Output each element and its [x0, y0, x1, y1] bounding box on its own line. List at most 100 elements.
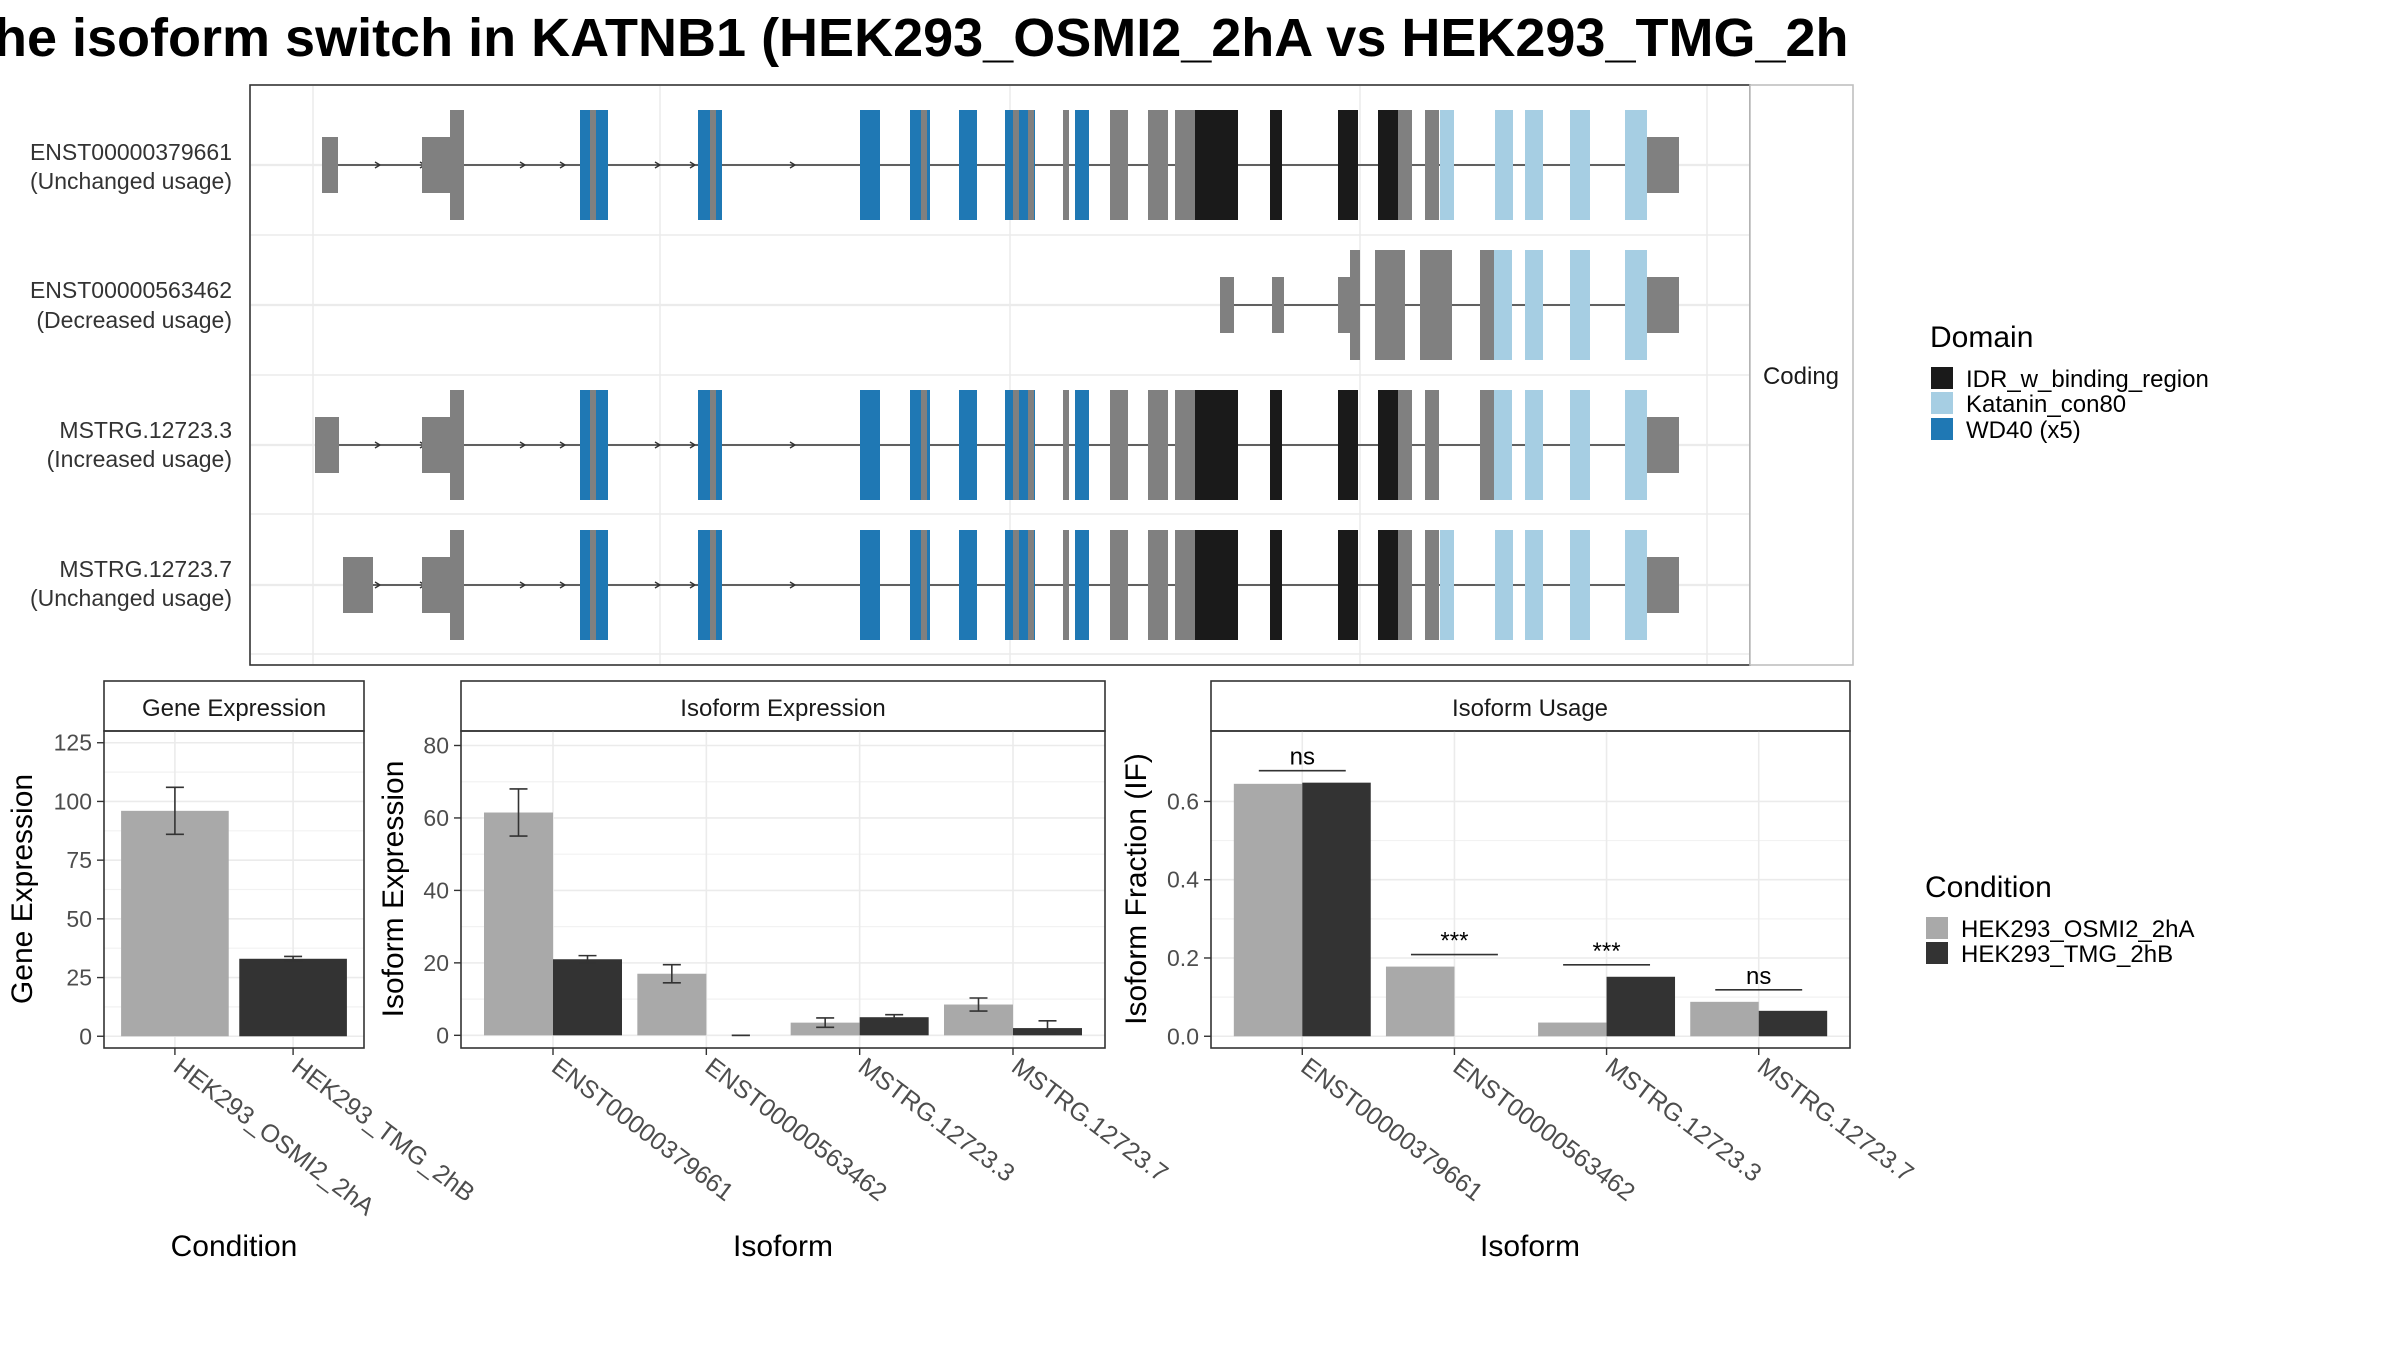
exon-wd40	[1075, 530, 1089, 640]
y-tick-label: 0	[436, 1022, 449, 1048]
transcript-label-4-usage: (Unchanged usage)	[30, 585, 232, 611]
exon-katanin	[1525, 250, 1543, 360]
y-tick-label: 25	[66, 965, 92, 991]
bar	[637, 973, 707, 1036]
y-tick-label: 60	[423, 805, 449, 831]
strand-arrow	[789, 581, 797, 589]
strand-arrow	[559, 161, 567, 169]
exon-gap-accent	[590, 530, 596, 640]
exon-utr	[1175, 530, 1195, 640]
y-tick-label: 40	[423, 877, 449, 903]
exon-katanin	[1570, 250, 1590, 360]
exon-gap-accent	[710, 110, 716, 220]
transcript-structures	[315, 110, 1679, 640]
transcript-label-2-usage: (Decreased usage)	[36, 307, 232, 333]
legend-label-condB: HEK293_TMG_2hB	[1961, 941, 2173, 968]
error-bar	[509, 788, 528, 837]
exon-utr	[1425, 110, 1439, 220]
exon-idr	[1210, 530, 1238, 640]
transcript-label-2-id: ENST00000563462	[30, 277, 232, 303]
exon-gap-accent	[921, 530, 927, 640]
bar	[1606, 976, 1676, 1037]
error-bar	[578, 954, 597, 964]
exon-katanin	[1570, 110, 1590, 220]
strand-arrow	[789, 161, 797, 169]
exon-katanin	[1625, 110, 1647, 220]
exon-gap-accent	[1063, 390, 1069, 500]
y-tick-label: 75	[66, 847, 92, 873]
exon-idr	[1270, 390, 1282, 500]
transcript-label-4-id: MSTRG.12723.7	[59, 556, 232, 582]
isoform-expression-panel: Isoform Expression 020406080ENST00000379…	[377, 680, 1173, 1263]
exon-wd40	[959, 530, 977, 640]
exon-gap-accent	[1013, 390, 1019, 500]
x-tick-label: MSTRG.12723.7	[1006, 1052, 1173, 1187]
exon-idr	[1378, 110, 1398, 220]
exon-utr	[1272, 277, 1284, 333]
exon-gap-accent	[710, 530, 716, 640]
exon-katanin	[1495, 110, 1513, 220]
x-tick-label: HEK293_OSMI2_2hA	[168, 1052, 379, 1221]
bar	[1690, 1001, 1759, 1037]
exon-wd40	[1075, 390, 1089, 500]
exon-gap-accent	[1013, 530, 1019, 640]
exon-utr	[322, 137, 338, 193]
strand-arrow	[654, 441, 662, 449]
legend-swatch-condB	[1926, 942, 1948, 964]
exon-utr	[1647, 277, 1679, 333]
legend-label-wd40: WD40 (x5)	[1966, 417, 2081, 444]
y-tick-label: 0.4	[1167, 867, 1199, 893]
strand-arrow	[519, 161, 527, 169]
legend-swatch-katanin	[1931, 392, 1953, 414]
legend-swatch-wd40	[1931, 418, 1953, 440]
y-tick-label: 50	[66, 906, 92, 932]
condition-legend-title: Condition	[1925, 871, 2052, 904]
gene-expression-frame	[103, 730, 365, 1049]
x-tick-label: MSTRG.12723.3	[1600, 1052, 1767, 1187]
exon-katanin	[1570, 530, 1590, 640]
exon-utr	[1375, 250, 1405, 360]
exon-utr	[1398, 110, 1412, 220]
isoform-usage-x-label: Isoform	[1480, 1230, 1580, 1263]
exon-utr	[422, 137, 450, 193]
isoform-expression-y-label: Isoform Expression	[377, 761, 410, 1018]
bar	[1758, 1010, 1828, 1037]
y-tick-label: 125	[54, 730, 92, 756]
isoform-usage-strip-title: Isoform Usage	[1452, 695, 1608, 722]
exon-wd40	[959, 390, 977, 500]
error-bar	[284, 955, 303, 962]
bar	[1385, 966, 1455, 1037]
bar	[790, 1022, 860, 1036]
y-tick-label: 0	[79, 1023, 92, 1049]
exon-gap-accent	[1013, 110, 1019, 220]
isoform-expression-strip-title: Isoform Expression	[680, 695, 885, 722]
transcript-row-4	[343, 530, 1679, 640]
strand-arrow	[654, 581, 662, 589]
exon-idr	[1338, 530, 1358, 640]
legend-label-condA: HEK293_OSMI2_2hA	[1961, 916, 2194, 943]
exon-wd40	[959, 110, 977, 220]
exon-utr	[1480, 250, 1494, 360]
y-tick-label: 80	[423, 732, 449, 758]
gene-expression-y-label: Gene Expression	[6, 774, 39, 1004]
strand-arrow	[374, 441, 382, 449]
exon-utr	[1398, 530, 1412, 640]
legend-swatch-condA	[1926, 917, 1948, 939]
exon-gap-accent	[590, 390, 596, 500]
y-tick-label: 0.2	[1167, 945, 1199, 971]
exon-gap-accent	[1063, 530, 1069, 640]
exon-katanin	[1625, 530, 1647, 640]
exon-utr	[1175, 110, 1195, 220]
exon-idr	[1378, 530, 1398, 640]
bar	[484, 812, 553, 1036]
isoform-usage-frame	[1210, 730, 1851, 1049]
isoform-usage-plot: 0.00.20.40.6ns*** ***nsENST00000379661ENS…	[1167, 731, 1919, 1207]
strand-arrow	[789, 441, 797, 449]
significance-label: ns	[1746, 963, 1771, 990]
exon-gap-accent	[459, 390, 462, 500]
transcript-label-3-usage: (Increased usage)	[47, 446, 232, 472]
coding-strip	[1749, 84, 1854, 666]
legend-label-katanin: Katanin_con80	[1966, 391, 2126, 418]
exon-utr	[1148, 110, 1168, 220]
